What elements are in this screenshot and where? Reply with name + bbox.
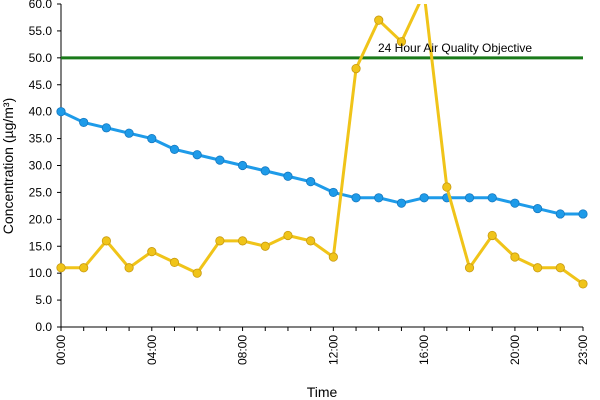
x-tick-label: 08:00	[236, 335, 250, 365]
data-point	[215, 155, 225, 165]
x-axis-title: Time	[307, 384, 338, 400]
data-point	[79, 263, 89, 273]
data-point	[396, 37, 407, 47]
x-tick-label: 00:00	[54, 335, 68, 365]
y-tick-label: 5.0	[35, 293, 52, 307]
data-point	[124, 128, 134, 138]
series-2	[56, 4, 588, 289]
data-point	[578, 279, 588, 289]
data-point	[260, 241, 270, 251]
y-tick-label: 40.0	[29, 105, 53, 119]
y-tick-label: 55.0	[29, 24, 53, 38]
y-tick-label: 60.0	[29, 0, 53, 11]
data-point	[79, 117, 89, 128]
data-point	[533, 203, 543, 214]
y-tick-label: 15.0	[29, 239, 53, 253]
y-axis-ticks: 0.0 5.0 10.0 15.0 20.0 25.0 30.0 35.0 40.0 45.0 50…	[29, 0, 61, 334]
data-point	[555, 263, 565, 273]
data-point	[487, 193, 497, 203]
y-tick-label: 10.0	[29, 266, 53, 280]
y-tick-label: 35.0	[29, 132, 53, 146]
data-point	[578, 209, 588, 219]
x-axis-ticks: 00:00 04:00 08:00 12:00 16:00 20:00 23:00	[54, 327, 590, 365]
x-tick-label: 23:00	[576, 335, 590, 365]
x-tick-label: 04:00	[145, 335, 159, 365]
reference-line-label: 24 Hour Air Quality Objective	[378, 41, 532, 55]
data-point	[306, 177, 316, 187]
data-point	[237, 236, 248, 246]
data-point	[147, 247, 157, 257]
data-point	[351, 193, 361, 203]
data-point	[215, 236, 225, 246]
data-point	[442, 182, 452, 192]
series-1	[56, 107, 588, 219]
x-tick-label: 20:00	[508, 335, 522, 365]
series-line	[61, 4, 584, 286]
data-point	[147, 133, 157, 144]
data-point	[192, 268, 202, 278]
y-tick-label: 25.0	[29, 185, 53, 199]
data-point	[510, 198, 520, 208]
data-point	[374, 193, 384, 203]
data-point	[101, 236, 111, 246]
data-point	[464, 193, 475, 203]
y-tick-label: 45.0	[29, 78, 53, 92]
y-tick-label: 30.0	[29, 159, 53, 173]
x-tick-label: 12:00	[326, 335, 340, 365]
data-point	[283, 230, 293, 241]
data-point	[169, 144, 180, 154]
data-point	[283, 171, 293, 181]
data-point	[192, 150, 202, 160]
y-axis-title: Concentration (µg/m³)	[0, 98, 16, 234]
data-point	[464, 263, 475, 273]
data-point	[533, 263, 543, 273]
data-point	[124, 263, 134, 273]
data-point	[237, 160, 248, 171]
data-point	[374, 15, 384, 25]
data-point	[328, 187, 338, 198]
x-tick-label: 16:00	[417, 335, 431, 365]
data-point	[510, 252, 520, 262]
data-point	[306, 236, 316, 246]
data-point	[56, 263, 66, 273]
y-tick-label: 0.0	[35, 320, 52, 334]
data-point	[101, 123, 111, 133]
data-point	[351, 64, 361, 74]
data-point	[487, 230, 497, 241]
data-point	[555, 209, 565, 219]
data-point	[396, 198, 407, 208]
data-point	[328, 252, 338, 262]
series-layer	[56, 4, 588, 289]
y-tick-label: 20.0	[29, 212, 53, 226]
y-tick-label: 50.0	[29, 51, 53, 65]
data-point	[260, 166, 270, 176]
data-point	[419, 193, 429, 203]
data-point	[56, 107, 66, 117]
series-line	[60, 110, 583, 216]
data-point	[169, 257, 180, 267]
